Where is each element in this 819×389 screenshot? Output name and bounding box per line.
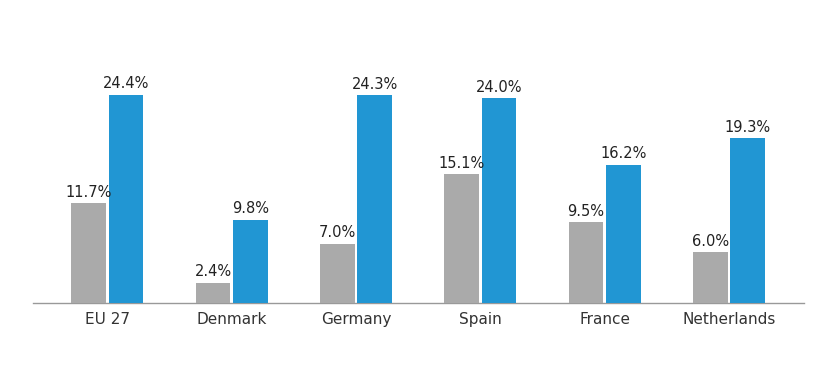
Text: 7.0%: 7.0% — [319, 225, 355, 240]
Text: 9.8%: 9.8% — [232, 201, 269, 216]
Text: 19.3%: 19.3% — [724, 120, 770, 135]
Bar — [233, 219, 268, 303]
Bar — [692, 252, 727, 303]
Bar — [605, 165, 640, 303]
Text: 15.1%: 15.1% — [438, 156, 484, 171]
Bar — [481, 98, 516, 303]
Bar — [357, 95, 391, 303]
Text: 11.7%: 11.7% — [66, 185, 112, 200]
Text: 16.2%: 16.2% — [600, 146, 645, 161]
Bar — [319, 244, 355, 303]
Bar — [730, 138, 764, 303]
Text: 24.0%: 24.0% — [475, 80, 522, 95]
Bar — [568, 222, 603, 303]
Text: 2.4%: 2.4% — [194, 265, 231, 279]
Bar — [108, 95, 143, 303]
Bar — [196, 283, 230, 303]
Text: 24.4%: 24.4% — [102, 76, 149, 91]
Text: 9.5%: 9.5% — [567, 204, 604, 219]
Bar — [444, 174, 478, 303]
Bar — [71, 203, 106, 303]
Text: 6.0%: 6.0% — [691, 234, 728, 249]
Text: 24.3%: 24.3% — [351, 77, 397, 92]
